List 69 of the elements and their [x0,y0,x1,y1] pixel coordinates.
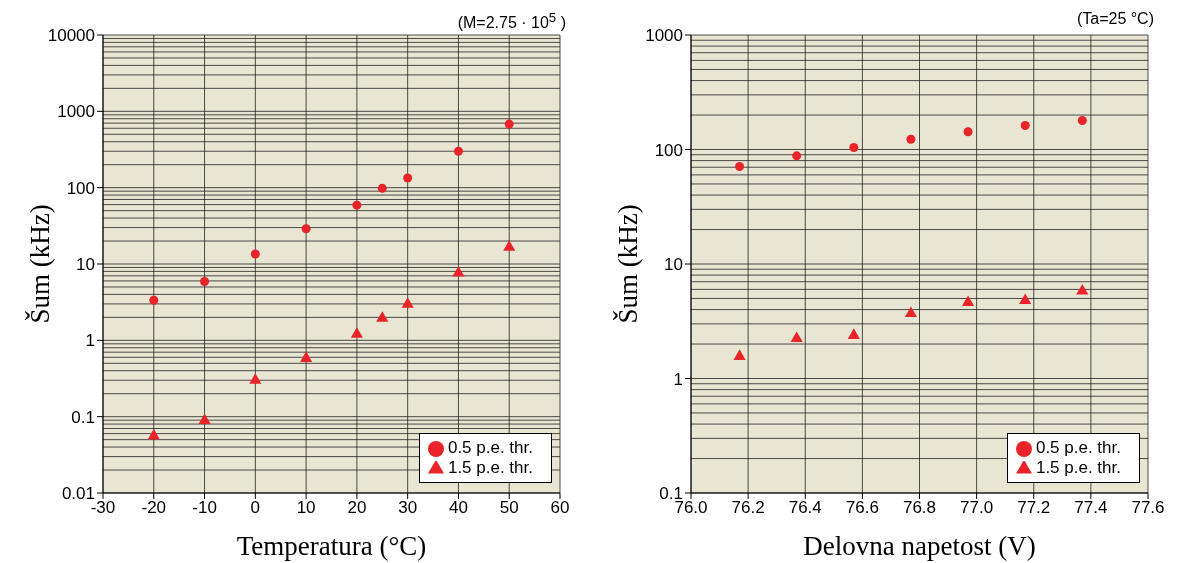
y-tick-label: 1000 [645,26,683,46]
point [350,327,363,338]
point [300,351,313,362]
point [1077,116,1087,126]
point [249,373,262,384]
legend-label: 1.5 p.e. thr. [447,458,533,477]
point [403,173,413,183]
point [200,276,210,286]
x-tick-label: -20 [141,498,167,518]
legend-label: 0.5 p.e. thr. [447,438,533,457]
point [733,349,746,360]
x-tick-label: 77.4 [1074,498,1108,518]
x-tick-label: 30 [398,498,418,518]
y-tick-label: 0.1 [71,407,95,427]
point [149,295,159,305]
x-tick-label: 0 [250,498,261,518]
y-tick-label: 100 [66,178,95,198]
point [792,151,802,161]
x-tick-label: 20 [347,498,367,518]
point [352,200,362,210]
x-tick-label: 77.2 [1017,498,1051,518]
x-tick-label: 76.2 [731,498,765,518]
y-axis-title: Šum (kHz) [613,204,643,324]
point [790,331,803,342]
x-tick-label: 60 [550,498,570,518]
point [453,146,463,156]
point [376,311,389,322]
point [963,127,973,137]
x-tick-label: -10 [192,498,217,518]
x-tick-label: 40 [448,498,468,518]
y-tick-label: 10 [664,255,683,275]
x-axis-title: Delovna napetost (V) [803,531,1036,561]
y-tick-label: 10 [76,255,95,275]
point [503,240,516,251]
x-tick-label: 50 [499,498,519,518]
y-axis-title: Šum (kHz) [25,204,55,324]
legend-label: 1.5 p.e. thr. [1035,458,1121,477]
point [735,162,745,172]
point [377,183,387,193]
point [1076,284,1089,295]
point [452,266,465,277]
y-tick-label: 1000 [57,102,95,122]
y-tick-label: 1 [673,369,683,389]
text: (M=2.75 · 10$^{5}$ ) [457,10,566,33]
point [906,134,916,144]
x-tick-label: 77.0 [960,498,994,518]
point [301,224,311,234]
x-tick-label: 10 [296,498,316,518]
x-tick-label: 76.6 [845,498,879,518]
point [847,328,860,339]
point [198,413,211,425]
x-tick-label: 76.8 [902,498,937,518]
point [1019,293,1032,305]
point [250,249,260,259]
y-tick-label: 10000 [47,26,95,46]
point [147,428,160,440]
x-tick-label: 76.4 [788,498,822,518]
x-tick-label: 77.6 [1131,498,1165,518]
point [904,306,918,317]
point [849,143,859,153]
point [401,297,414,308]
y-tick-label: 1 [85,331,95,351]
y-tick-label: 100 [654,140,683,160]
point [961,295,975,307]
point [1020,121,1030,131]
x-axis-title: Temperatura (°C) [236,531,427,561]
legend-label: 0.5 p.e. thr. [1035,438,1121,457]
text: (Ta=25 °C) [1076,10,1154,28]
point [504,119,514,129]
